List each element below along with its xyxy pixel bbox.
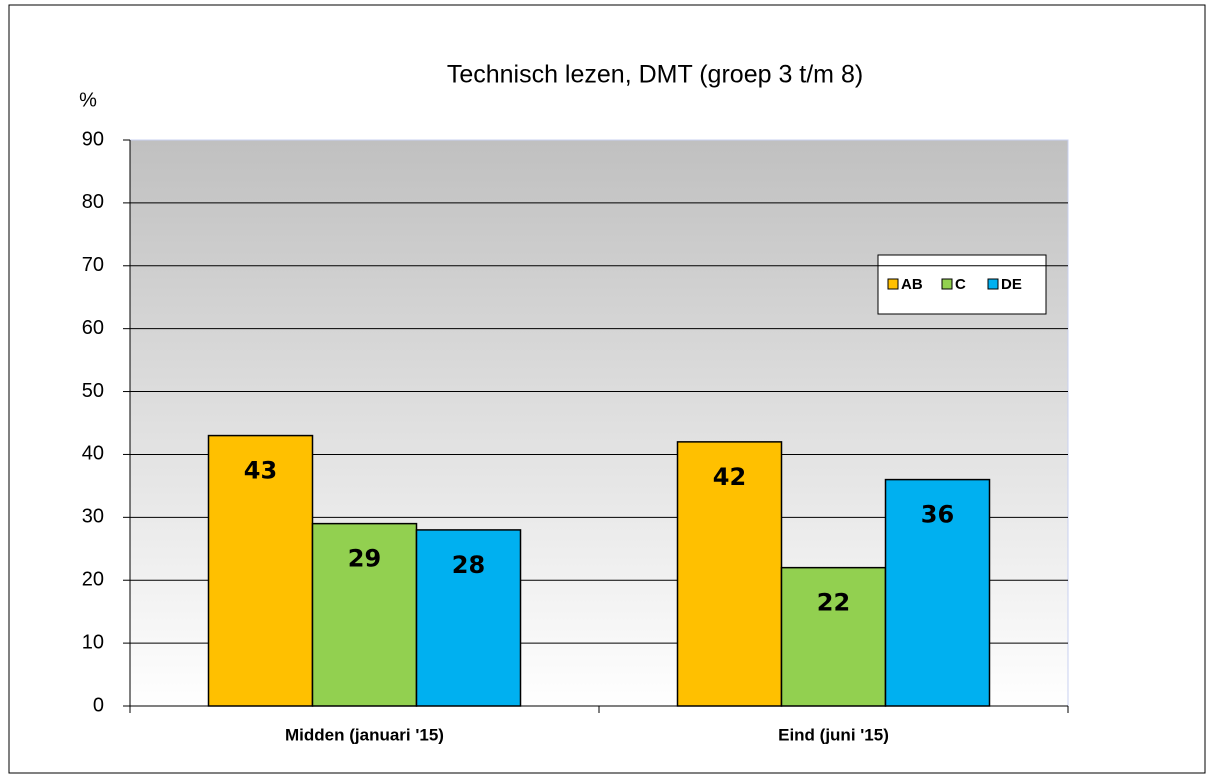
y-tick-label: 30 bbox=[82, 506, 104, 528]
bar bbox=[676, 441, 783, 707]
bar bbox=[884, 478, 991, 707]
y-axis-label: % bbox=[79, 89, 97, 111]
y-tick-label: 0 bbox=[93, 694, 104, 716]
y-tick-label: 40 bbox=[82, 443, 104, 465]
y-tick-label: 70 bbox=[82, 254, 104, 276]
bar bbox=[780, 566, 887, 707]
legend-label: DE bbox=[1001, 276, 1022, 293]
x-tick-label: Midden (januari '15) bbox=[285, 725, 444, 744]
y-tick-label: 50 bbox=[82, 380, 104, 402]
y-tick-label: 60 bbox=[82, 317, 104, 339]
legend-swatch bbox=[987, 278, 999, 290]
y-tick-label: 80 bbox=[82, 191, 104, 213]
data-label: 22 bbox=[817, 589, 850, 617]
legend-swatch bbox=[887, 278, 899, 290]
y-tick-label: 90 bbox=[82, 128, 104, 150]
legend-label: AB bbox=[901, 276, 923, 293]
data-label: 36 bbox=[921, 501, 954, 529]
bar bbox=[207, 434, 314, 707]
legend bbox=[877, 254, 1047, 315]
data-label: 29 bbox=[348, 545, 381, 573]
legend-swatch bbox=[941, 278, 953, 290]
chart-title: Technisch lezen, DMT (groep 3 t/m 8) bbox=[447, 61, 863, 89]
legend-label: C bbox=[955, 276, 966, 293]
y-tick-label: 20 bbox=[82, 569, 104, 591]
x-tick-label: Eind (juni '15) bbox=[778, 725, 889, 744]
data-label: 28 bbox=[452, 551, 485, 579]
bar bbox=[415, 529, 522, 707]
data-label: 43 bbox=[244, 457, 277, 485]
data-label: 42 bbox=[713, 463, 746, 491]
y-tick-label: 10 bbox=[82, 631, 104, 653]
